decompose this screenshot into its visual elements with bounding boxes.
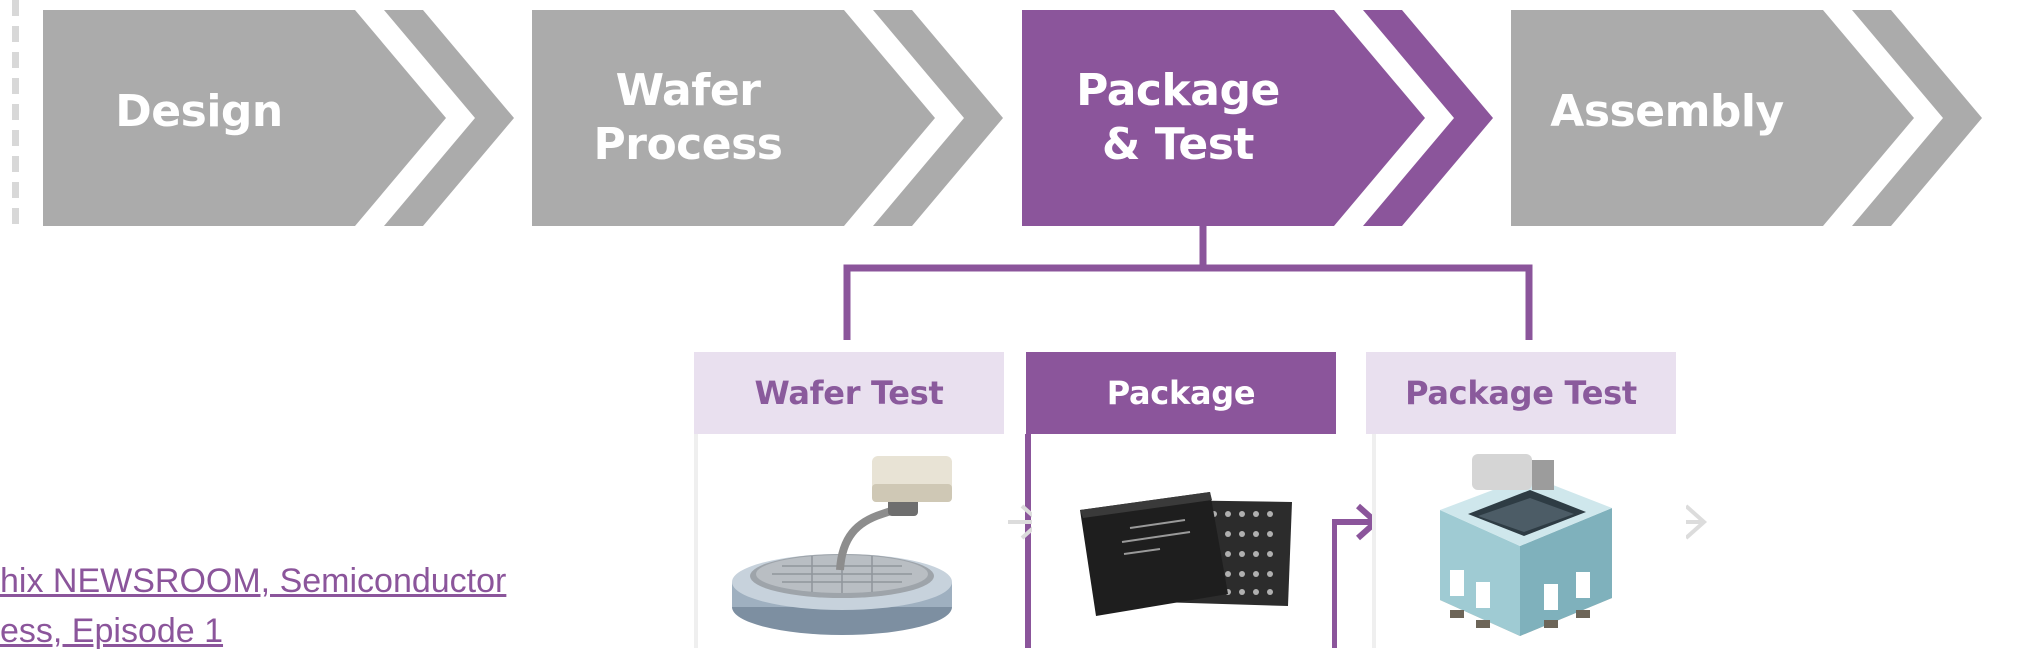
wafer-probe-icon <box>732 456 952 635</box>
sub-step-wafer-test-tab[interactable]: Wafer Test <box>694 352 1004 434</box>
sub-step-package-test-tab[interactable]: Package Test <box>1366 352 1676 434</box>
source-link[interactable]: hix NEWSROOM, Semiconductor ess, Episode… <box>0 556 600 656</box>
left-edge-divider <box>12 0 19 230</box>
memory-chip-icon <box>1080 492 1292 616</box>
source-link-line-1[interactable]: hix NEWSROOM, Semiconductor <box>0 562 507 600</box>
stage-label-package-test: Package & Test <box>1076 65 1280 170</box>
test-socket-icon <box>1440 454 1612 636</box>
stage-design-shape[interactable] <box>43 10 514 226</box>
stage-package-test-shape[interactable] <box>1022 10 1493 226</box>
stage-label-wafer-process: Wafer Process <box>593 65 783 170</box>
bracket-connector <box>843 226 1533 340</box>
stage-label-design: Design <box>115 86 283 137</box>
source-link-line-2[interactable]: ess, Episode 1 <box>0 612 224 650</box>
stage-label-assembly: Assembly <box>1550 86 1784 137</box>
sub-step-package-tab[interactable]: Package <box>1026 352 1336 434</box>
stage-wafer-process-shape[interactable] <box>532 10 1003 226</box>
stage-assembly-shape[interactable] <box>1511 10 1982 226</box>
